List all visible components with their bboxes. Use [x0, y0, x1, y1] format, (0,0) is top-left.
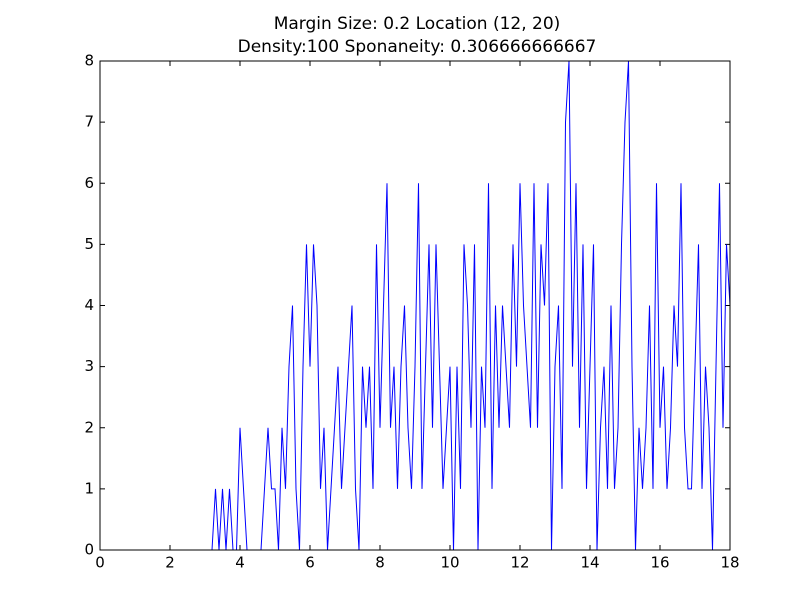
x-tick-label: 8: [375, 554, 385, 572]
y-tick-label: 7: [84, 113, 94, 131]
chart-title: Margin Size: 0.2 Location (12, 20): [274, 14, 561, 34]
y-tick-label: 8: [84, 52, 94, 70]
y-tick-label: 3: [84, 357, 94, 375]
y-tick-label: 6: [84, 174, 94, 192]
x-tick-label: 6: [305, 554, 315, 572]
y-tick-label: 4: [84, 296, 94, 314]
y-tick-label: 5: [84, 235, 94, 253]
chart-subtitle: Density:100 Sponaneity: 0.306666666667: [238, 37, 597, 57]
data-line: [100, 60, 731, 551]
x-tick-label: 16: [650, 554, 669, 572]
x-tick-label: 14: [580, 554, 599, 572]
plot-frame: [99, 60, 731, 551]
x-tick-label: 0: [95, 554, 105, 572]
y-tick-label: 1: [84, 479, 94, 497]
x-tick-label: 10: [440, 554, 459, 572]
x-tick-label: 12: [510, 554, 529, 572]
y-tick-label: 0: [84, 541, 94, 559]
x-tick-label: 18: [720, 554, 739, 572]
x-tick-label: 2: [165, 554, 175, 572]
y-tick-label: 2: [84, 418, 94, 436]
x-tick-label: 4: [235, 554, 245, 572]
